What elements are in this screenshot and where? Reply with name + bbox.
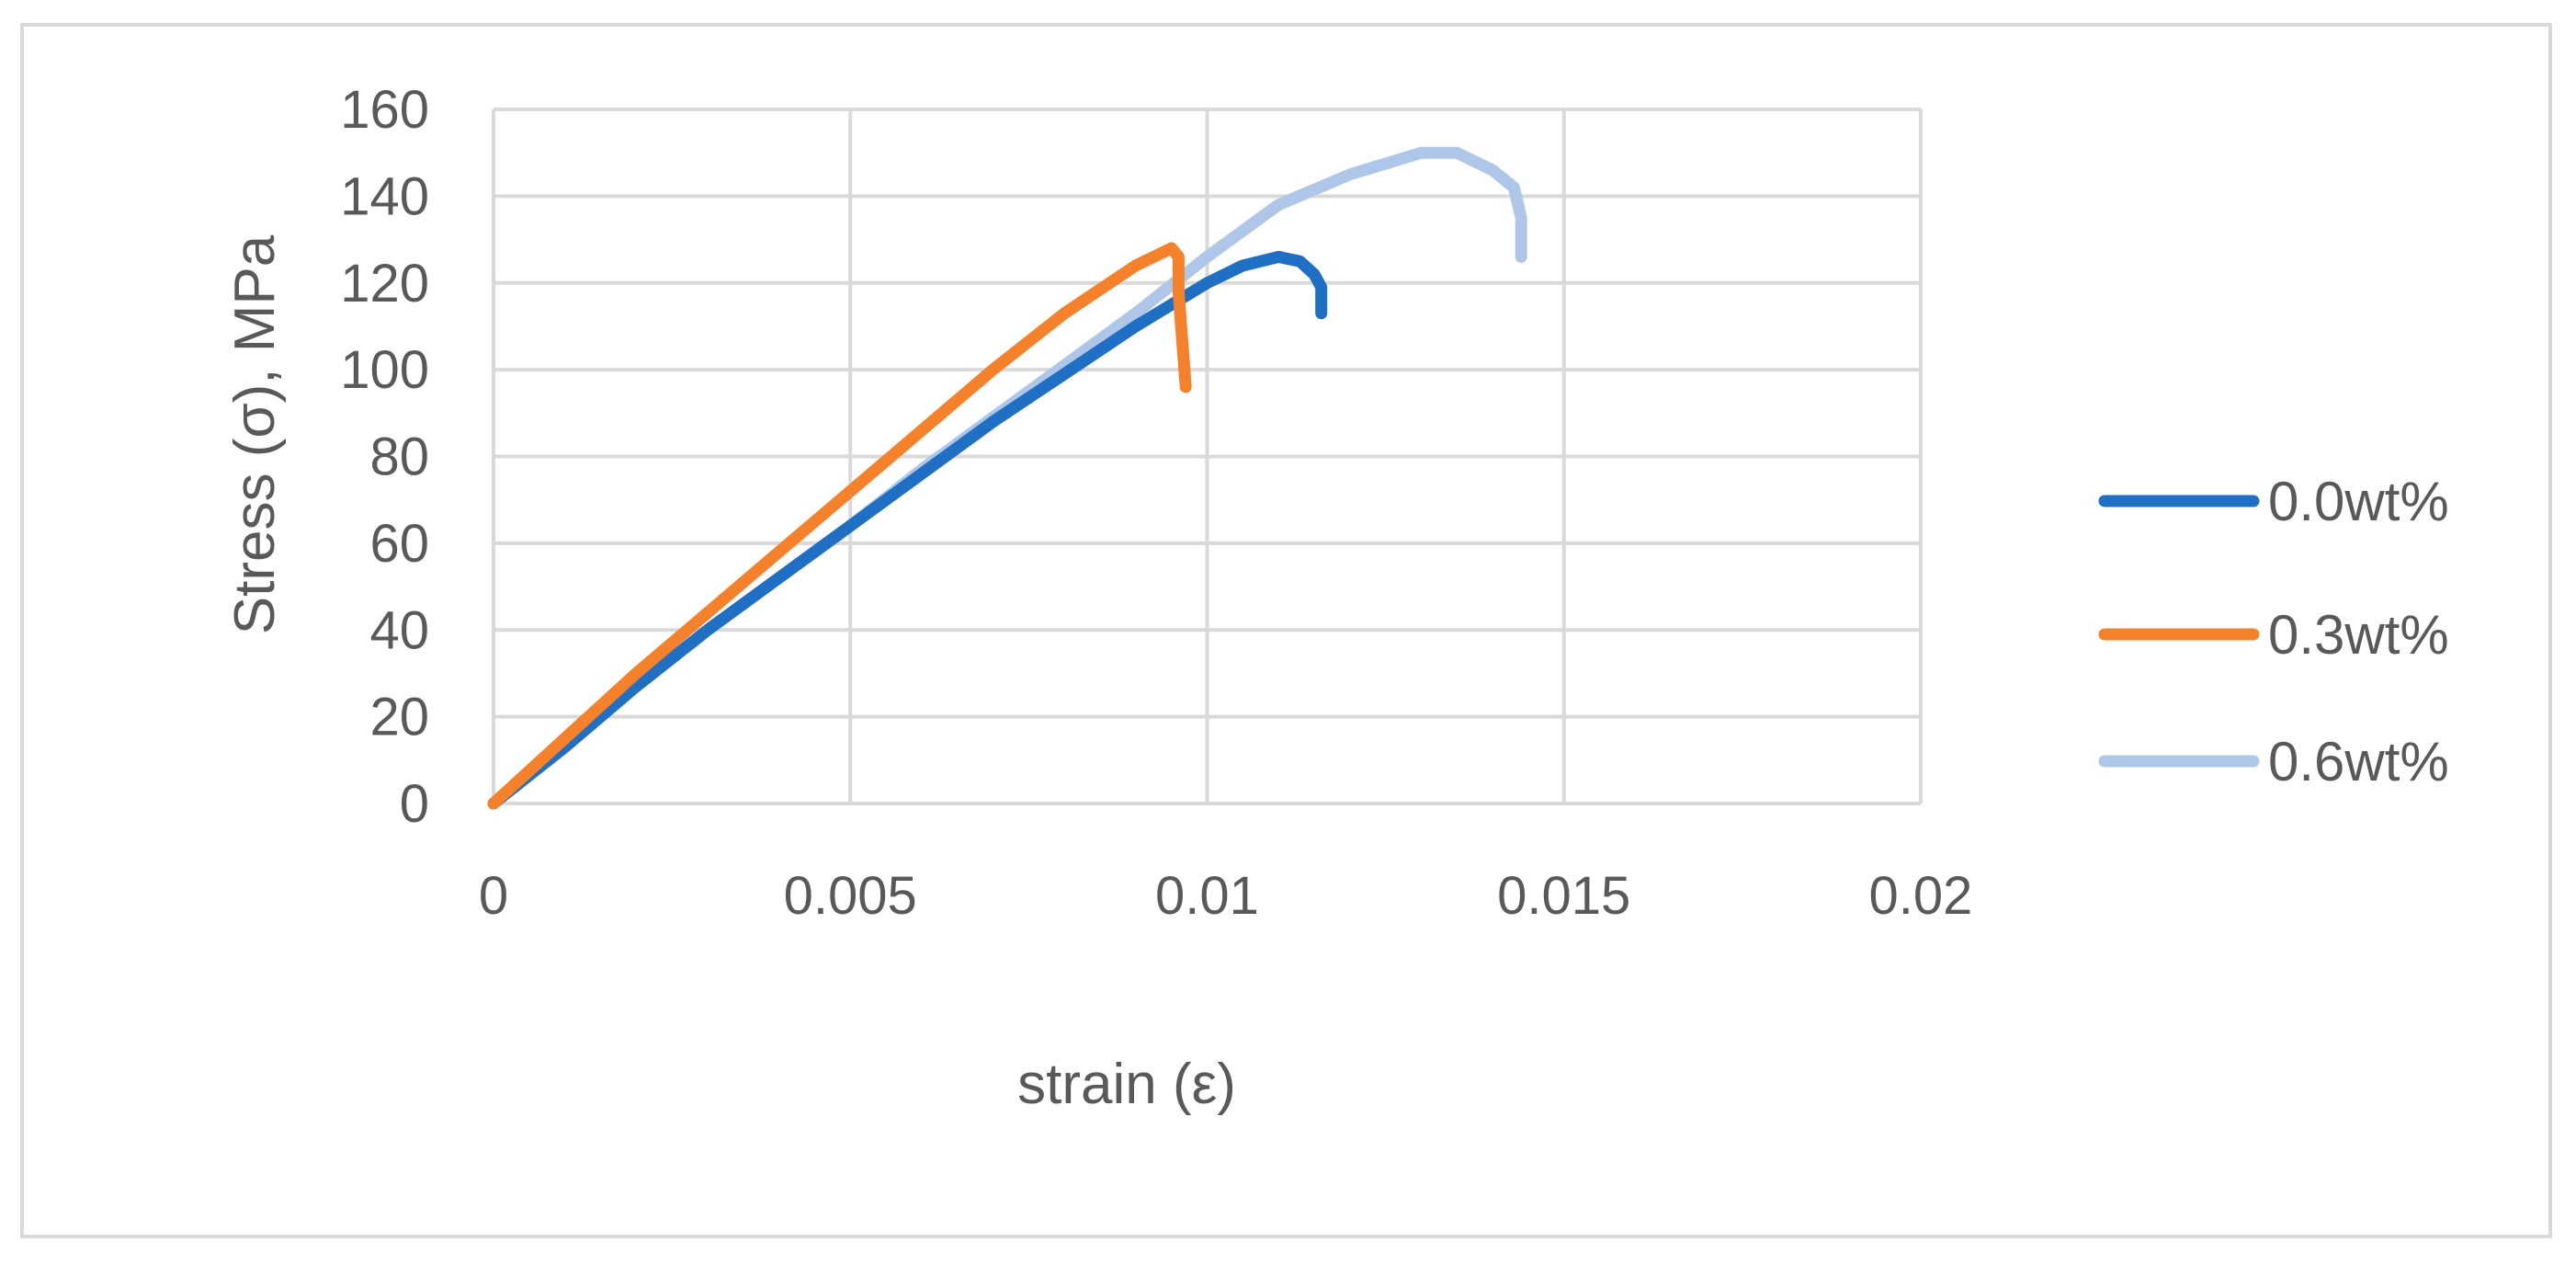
legend-label: 0.0wt%	[2268, 471, 2449, 532]
legend-label: 0.6wt%	[2268, 731, 2449, 792]
y-tick-label: 100	[340, 340, 429, 400]
gridlines	[492, 108, 1923, 805]
x-tick-label: 0.015	[1497, 866, 1630, 926]
y-tick-label: 20	[369, 688, 429, 747]
y-tick-label: 160	[340, 80, 429, 140]
x-tick-label: 0	[479, 866, 508, 926]
y-tick-labels: 0 20 40 60 80 100 120 140 160	[340, 80, 429, 834]
x-tick-label: 0.01	[1155, 866, 1259, 926]
series-line-1	[487, 242, 1192, 810]
y-tick-label: 80	[369, 427, 429, 487]
y-tick-label: 140	[340, 166, 429, 226]
y-tick-label: 60	[369, 514, 429, 574]
legend-label: 0.3wt%	[2268, 604, 2449, 666]
series-line-0	[487, 250, 1328, 810]
y-axis-title: Stress (σ), MPa	[223, 234, 287, 634]
x-tick-labels: 0 0.005 0.01 0.015 0.02	[479, 866, 1973, 926]
legend-entry-2: 0.6wt%	[2098, 731, 2449, 792]
legend-entry-0: 0.0wt%	[2098, 471, 2449, 532]
series-line-2	[487, 146, 1527, 810]
y-tick-label: 120	[340, 254, 429, 313]
x-tick-label: 0.005	[784, 866, 917, 926]
legend: 0.0wt% 0.3wt% 0.6wt%	[2098, 471, 2449, 792]
data-series	[487, 146, 1527, 810]
legend-entry-1: 0.3wt%	[2098, 604, 2449, 666]
y-tick-label: 40	[369, 600, 429, 660]
y-tick-label: 0	[400, 774, 429, 834]
x-tick-label: 0.02	[1869, 866, 1973, 926]
x-axis-title: strain (ε)	[1017, 1053, 1236, 1116]
